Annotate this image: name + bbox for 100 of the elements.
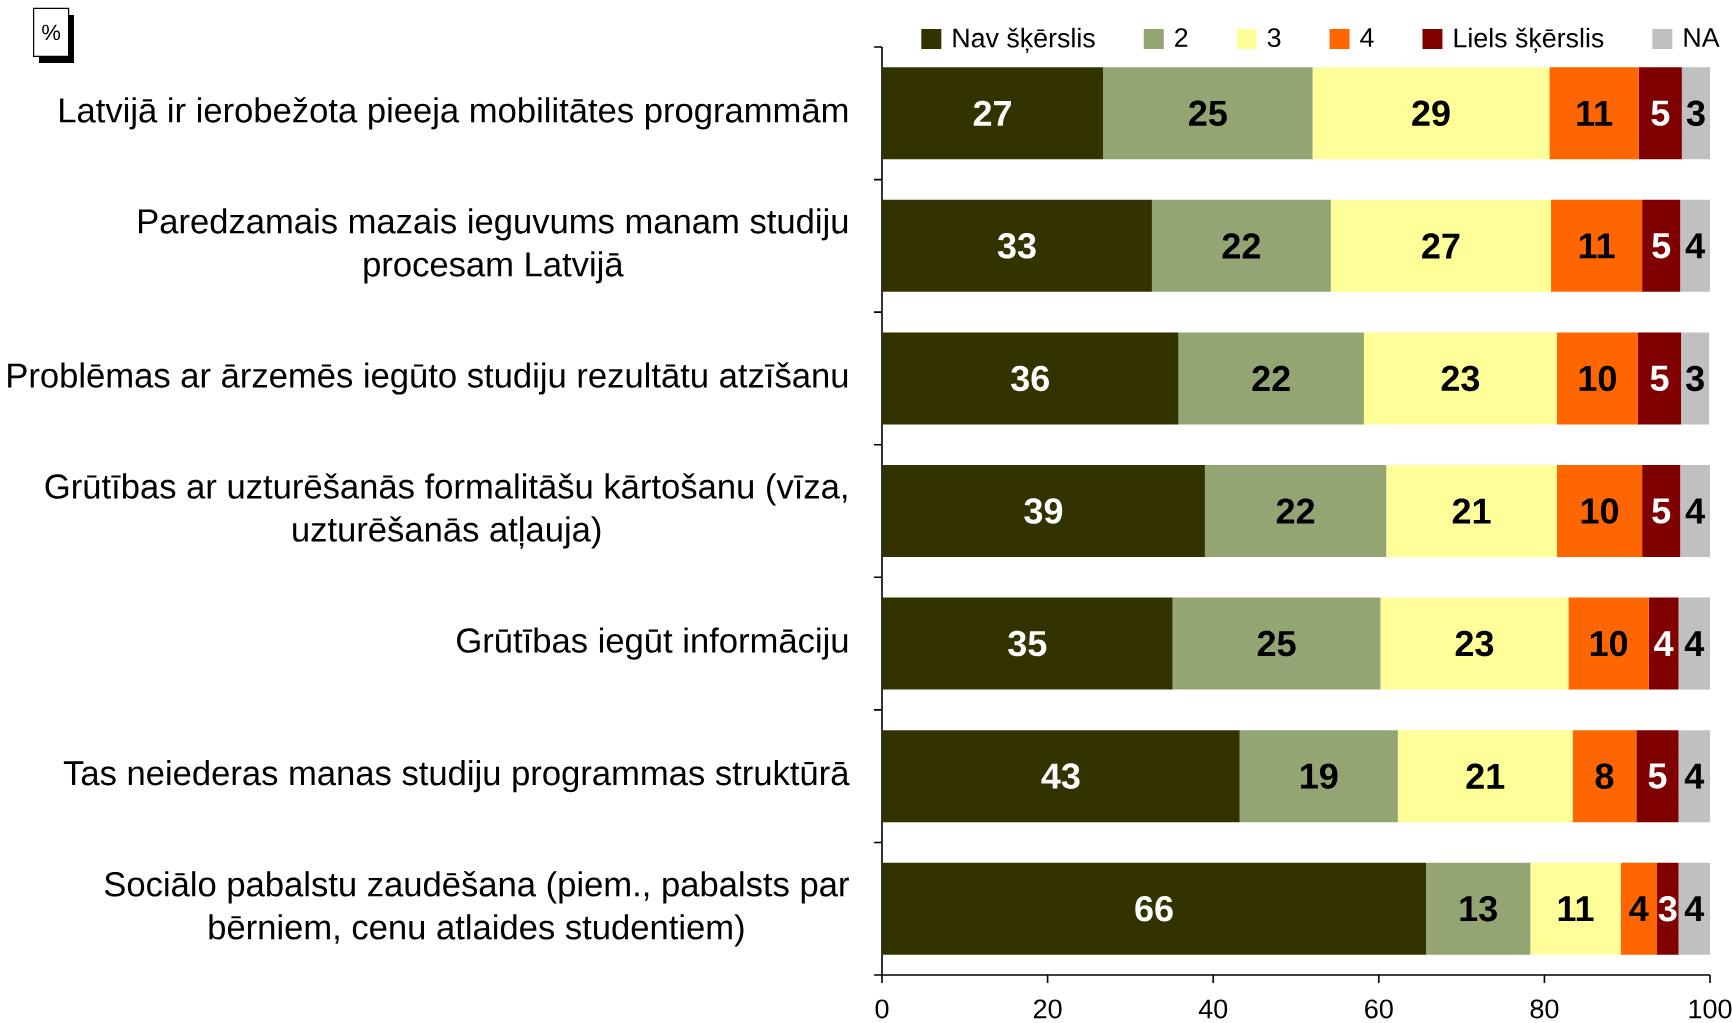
data-label: 43 <box>1041 763 1080 789</box>
bar <box>1380 597 1569 690</box>
bar <box>1678 597 1711 690</box>
data-label: 36 <box>1011 365 1049 392</box>
legend-label: NA <box>1684 28 1720 47</box>
data-label: 5 <box>1652 498 1671 524</box>
data-label: 22 <box>1276 498 1315 524</box>
data-label: 23 <box>1441 365 1480 392</box>
data-label: 25 <box>1257 630 1296 657</box>
bar <box>1680 465 1711 558</box>
x-tick-label: 0 <box>875 999 889 1019</box>
data-label: 25 <box>1189 100 1227 127</box>
bar <box>1530 862 1621 955</box>
bar <box>1386 465 1557 558</box>
data-label: 33 <box>997 233 1036 259</box>
data-label: 3 <box>1685 365 1704 392</box>
bar <box>1312 67 1550 160</box>
data-label: 5 <box>1648 763 1667 789</box>
legend-label: 2 <box>1175 28 1188 47</box>
data-label: 11 <box>1558 896 1594 922</box>
legend-label: 4 <box>1360 28 1374 47</box>
bar <box>882 332 1179 425</box>
bar <box>1549 67 1639 160</box>
data-label: 5 <box>1652 233 1671 259</box>
bar <box>1151 199 1331 292</box>
bar <box>882 465 1205 558</box>
bar <box>1239 730 1398 823</box>
x-tick-label: 100 <box>1689 999 1732 1019</box>
y-tick-label: Tas neiederas manas studiju programmas struktūrā <box>63 760 850 793</box>
bar <box>1426 862 1531 955</box>
data-label: 21 <box>1452 498 1491 524</box>
data-label: 10 <box>1590 630 1628 657</box>
data-label: 21 <box>1466 763 1505 789</box>
bar <box>1568 597 1649 690</box>
x-tick-label: 40 <box>1198 999 1228 1019</box>
data-label: 11 <box>1577 100 1613 126</box>
data-label: 4 <box>1654 631 1674 656</box>
data-label: 5 <box>1650 365 1669 391</box>
bar <box>1172 597 1381 690</box>
x-tick-label: 20 <box>1033 999 1062 1019</box>
bar <box>1680 199 1711 292</box>
data-label: 4 <box>1684 763 1705 789</box>
data-label: 8 <box>1595 763 1614 789</box>
bar <box>1678 730 1711 823</box>
legend-label: Nav šķērslis <box>953 27 1095 53</box>
bar <box>882 597 1173 690</box>
bar <box>1642 465 1681 558</box>
bar <box>1638 67 1682 160</box>
data-label: 29 <box>1412 100 1450 127</box>
x-tick-label: 80 <box>1530 999 1559 1019</box>
y-tick-label: Grūtības ar uzturēšanās formalitāšu kārtošanu (vīza, uzturēšanās atļauja) <box>45 473 847 549</box>
y-tick-label: Paredzamais mazais ieguvums manam studiju procesam Latvijā <box>138 208 848 284</box>
data-label: 35 <box>1008 630 1047 657</box>
bar <box>1637 332 1682 425</box>
bar <box>882 199 1152 292</box>
data-label: 3 <box>1658 895 1677 922</box>
data-label: 4 <box>1629 896 1649 922</box>
data-label: 11 <box>1579 233 1615 259</box>
bar <box>882 862 1426 955</box>
legend-label: 3 <box>1267 28 1281 48</box>
bar <box>1636 730 1679 823</box>
bar <box>1572 730 1637 823</box>
text: % <box>42 24 61 41</box>
data-label: 4 <box>1684 896 1705 922</box>
bar <box>1556 332 1638 425</box>
bar <box>1103 67 1313 160</box>
bar <box>1620 862 1658 955</box>
data-label: 13 <box>1460 895 1497 922</box>
bar <box>882 67 1104 160</box>
data-label: 4 <box>1685 498 1705 524</box>
data-label: 27 <box>1422 233 1460 259</box>
bar <box>1681 332 1710 425</box>
data-label: 10 <box>1581 498 1619 524</box>
bar <box>1642 199 1681 292</box>
data-label: 22 <box>1222 233 1260 259</box>
y-tick-label: Latvijā ir ierobežota pieeja mobilitātes programmām <box>60 97 848 130</box>
y-tick-label: Problēmas ar ārzemēs iegūto studiju rezultātu atzīšanu <box>8 362 848 395</box>
bar <box>1556 465 1643 558</box>
data-label: 39 <box>1024 498 1063 524</box>
bar <box>1681 67 1711 160</box>
bar <box>1551 199 1643 292</box>
data-label: 4 <box>1684 631 1705 656</box>
x-tick-label: 60 <box>1365 999 1393 1019</box>
y-tick-label: Sociālo pabalstu zaudēšana (piem., pabalsts par bērniem, cenu atlaides studentiem) <box>104 871 849 947</box>
data-label: 4 <box>1685 233 1705 259</box>
data-label: 66 <box>1135 895 1173 922</box>
data-label: 5 <box>1651 100 1670 126</box>
data-label: 23 <box>1455 630 1494 657</box>
y-tick-label: Grūtības iegūt informāciju <box>457 627 848 660</box>
bar <box>1204 465 1387 558</box>
bar <box>1330 199 1552 292</box>
data-label: 3 <box>1686 100 1705 127</box>
bar <box>1363 332 1557 425</box>
legend-label: Liels šķērslis <box>1454 27 1604 53</box>
bar <box>1178 332 1364 425</box>
data-label: 10 <box>1579 365 1616 392</box>
bar <box>1648 597 1679 690</box>
bar <box>1657 862 1679 955</box>
bar <box>1678 862 1711 955</box>
bar <box>882 730 1240 823</box>
